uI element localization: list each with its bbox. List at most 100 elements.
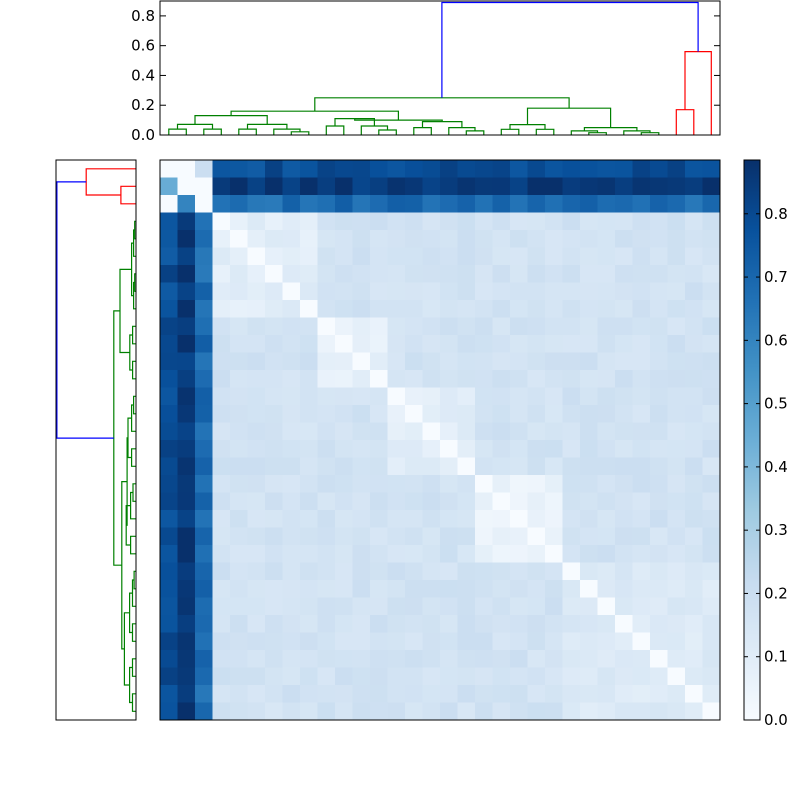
heatmap-cell bbox=[335, 405, 353, 423]
heatmap-cell bbox=[352, 475, 371, 493]
heatmap-cell bbox=[510, 282, 528, 301]
heatmap-cell bbox=[527, 685, 546, 703]
heatmap-cell bbox=[160, 195, 178, 213]
heatmap-cell bbox=[685, 247, 703, 266]
heatmap-cell bbox=[352, 405, 371, 423]
heatmap-cell bbox=[702, 615, 721, 633]
heatmap-cell bbox=[685, 352, 703, 371]
heatmap-cell bbox=[492, 597, 511, 616]
heatmap-cell bbox=[580, 352, 598, 371]
heatmap bbox=[159, 159, 721, 721]
heatmap-cell bbox=[300, 405, 318, 423]
heatmap-cell bbox=[615, 422, 633, 441]
heatmap-cell bbox=[457, 475, 476, 493]
heatmap-cell bbox=[177, 475, 196, 493]
heatmap-cell bbox=[632, 405, 651, 423]
heatmap-cell bbox=[160, 335, 178, 353]
heatmap-cell bbox=[300, 230, 318, 248]
heatmap-cell bbox=[545, 597, 563, 616]
heatmap-cell bbox=[247, 667, 266, 686]
heatmap-cell bbox=[352, 615, 371, 633]
heatmap-cell bbox=[667, 422, 686, 441]
heatmap-cell bbox=[387, 580, 406, 598]
heatmap-cell bbox=[247, 317, 266, 336]
heatmap-cell bbox=[615, 387, 633, 406]
heatmap-cell bbox=[527, 615, 546, 633]
heatmap-cell bbox=[160, 510, 178, 528]
heatmap-cell bbox=[702, 580, 721, 598]
heatmap-cell bbox=[335, 650, 353, 668]
heatmap-cell bbox=[702, 370, 721, 388]
heatmap-cell bbox=[457, 650, 476, 668]
heatmap-cell bbox=[615, 247, 633, 266]
heatmap-cell bbox=[160, 370, 178, 388]
heatmap-cell bbox=[177, 212, 196, 231]
heatmap-cell bbox=[667, 160, 686, 178]
heatmap-cell bbox=[632, 685, 651, 703]
heatmap-cell bbox=[440, 405, 458, 423]
heatmap-cell bbox=[615, 230, 633, 248]
heatmap-cell bbox=[457, 632, 476, 651]
heatmap-cell bbox=[650, 615, 668, 633]
heatmap-cell bbox=[177, 422, 196, 441]
heatmap-cell bbox=[527, 247, 546, 266]
heatmap-cell bbox=[230, 440, 248, 458]
heatmap-cell bbox=[475, 352, 493, 371]
heatmap-cell bbox=[667, 212, 686, 231]
heatmap-cell bbox=[475, 282, 493, 301]
heatmap-cell bbox=[195, 352, 213, 371]
heatmap-cell bbox=[212, 422, 231, 441]
heatmap-cell bbox=[580, 527, 598, 546]
heatmap-cell bbox=[300, 615, 318, 633]
heatmap-cell bbox=[230, 300, 248, 318]
heatmap-cell bbox=[492, 177, 511, 196]
heatmap-cell bbox=[282, 545, 301, 563]
heatmap-cell bbox=[352, 352, 371, 371]
heatmap-cell bbox=[387, 457, 406, 476]
heatmap-cell bbox=[492, 370, 511, 388]
heatmap-cell bbox=[440, 335, 458, 353]
heatmap-cell bbox=[370, 247, 388, 266]
heatmap-cell bbox=[370, 615, 388, 633]
heatmap-cell bbox=[352, 702, 371, 721]
heatmap-cell bbox=[475, 475, 493, 493]
heatmap-cell bbox=[230, 352, 248, 371]
heatmap-cell bbox=[177, 527, 196, 546]
heatmap-cell bbox=[387, 230, 406, 248]
heatmap-cell bbox=[160, 527, 178, 546]
heatmap-cell bbox=[352, 247, 371, 266]
heatmap-cell bbox=[160, 387, 178, 406]
heatmap-cell bbox=[562, 177, 581, 196]
heatmap-cell bbox=[545, 212, 563, 231]
heatmap-cell bbox=[545, 317, 563, 336]
heatmap-cell bbox=[650, 545, 668, 563]
heatmap-cell bbox=[282, 527, 301, 546]
heatmap-cell bbox=[230, 527, 248, 546]
heatmap-cell bbox=[230, 230, 248, 248]
heatmap-cell bbox=[527, 212, 546, 231]
heatmap-cell bbox=[160, 177, 178, 196]
heatmap-cell bbox=[387, 335, 406, 353]
heatmap-cell bbox=[317, 247, 336, 266]
heatmap-cell bbox=[615, 702, 633, 721]
heatmap-cell bbox=[475, 510, 493, 528]
heatmap-cell bbox=[177, 335, 196, 353]
heatmap-cell bbox=[492, 317, 511, 336]
heatmap-cell bbox=[457, 702, 476, 721]
heatmap-cell bbox=[195, 545, 213, 563]
heatmap-cell bbox=[335, 457, 353, 476]
heatmap-cell bbox=[475, 527, 493, 546]
heatmap-cell bbox=[615, 405, 633, 423]
heatmap-cell bbox=[422, 492, 441, 511]
heatmap-cell bbox=[580, 212, 598, 231]
heatmap-cell bbox=[387, 177, 406, 196]
heatmap-cell bbox=[335, 247, 353, 266]
heatmap-cell bbox=[580, 597, 598, 616]
heatmap-cell bbox=[545, 440, 563, 458]
heatmap-cell bbox=[405, 545, 423, 563]
heatmap-cell bbox=[422, 597, 441, 616]
heatmap-cell bbox=[650, 317, 668, 336]
heatmap-cell bbox=[475, 300, 493, 318]
heatmap-cell bbox=[492, 615, 511, 633]
heatmap-cell bbox=[300, 282, 318, 301]
